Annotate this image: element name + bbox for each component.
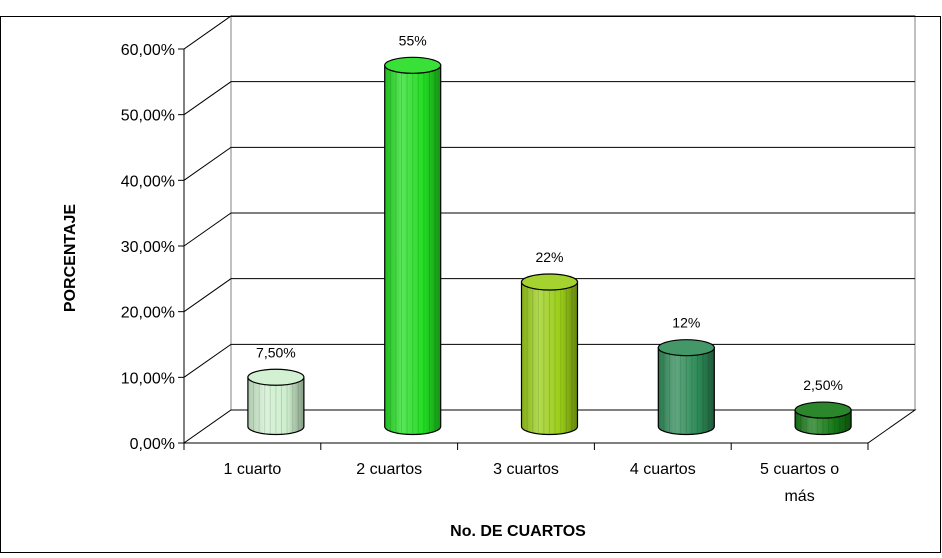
x-tick-label: 2 cuartos xyxy=(356,461,422,478)
data-label: 55% xyxy=(399,32,427,48)
y-tick-label: 40,00% xyxy=(121,173,175,190)
bar-top xyxy=(657,339,715,357)
bar-body xyxy=(247,376,305,436)
y-tick-label: 10,00% xyxy=(121,370,175,387)
y-tick-label: 30,00% xyxy=(121,239,175,256)
bar-top xyxy=(794,401,852,419)
bar-top xyxy=(247,368,305,386)
x-axis-title: No. DE CUARTOS xyxy=(450,523,586,540)
y-tick-label: 20,00% xyxy=(121,305,175,322)
bar-body xyxy=(384,64,442,436)
bar xyxy=(657,339,715,436)
labels: 0,00% 10,00% 20,00% 30,00% 40,00% 50,00% 60,00… xyxy=(121,32,843,505)
bar-top xyxy=(520,273,579,291)
bar-top xyxy=(384,56,442,74)
x-tick-label: 4 cuartos xyxy=(630,461,696,478)
y-tick-label: 50,00% xyxy=(121,108,175,125)
bar xyxy=(247,368,305,436)
grid-line xyxy=(183,81,915,116)
y-tick-label: 60,00% xyxy=(121,42,175,59)
grid-line xyxy=(183,212,915,247)
y-axis-title: PORCENTAJE xyxy=(62,204,79,312)
y-tick-label: 0,00% xyxy=(130,436,175,453)
bar-body xyxy=(520,281,579,436)
data-label: 12% xyxy=(672,315,700,331)
data-label: 7,50% xyxy=(256,344,296,360)
x-tick-label: 5 cuartos o más xyxy=(760,461,839,505)
grid-line xyxy=(183,146,915,181)
bar xyxy=(384,56,442,436)
grid-line xyxy=(183,278,915,313)
bar xyxy=(520,273,579,436)
bars xyxy=(247,56,852,436)
data-label: 2,50% xyxy=(803,377,843,393)
x-tick-label: 3 cuartos xyxy=(493,461,559,478)
bar xyxy=(794,401,852,436)
axes xyxy=(178,48,869,450)
bar-body xyxy=(657,347,715,436)
x-tick-label: 1 cuarto xyxy=(223,461,281,478)
data-label: 22% xyxy=(535,249,563,265)
